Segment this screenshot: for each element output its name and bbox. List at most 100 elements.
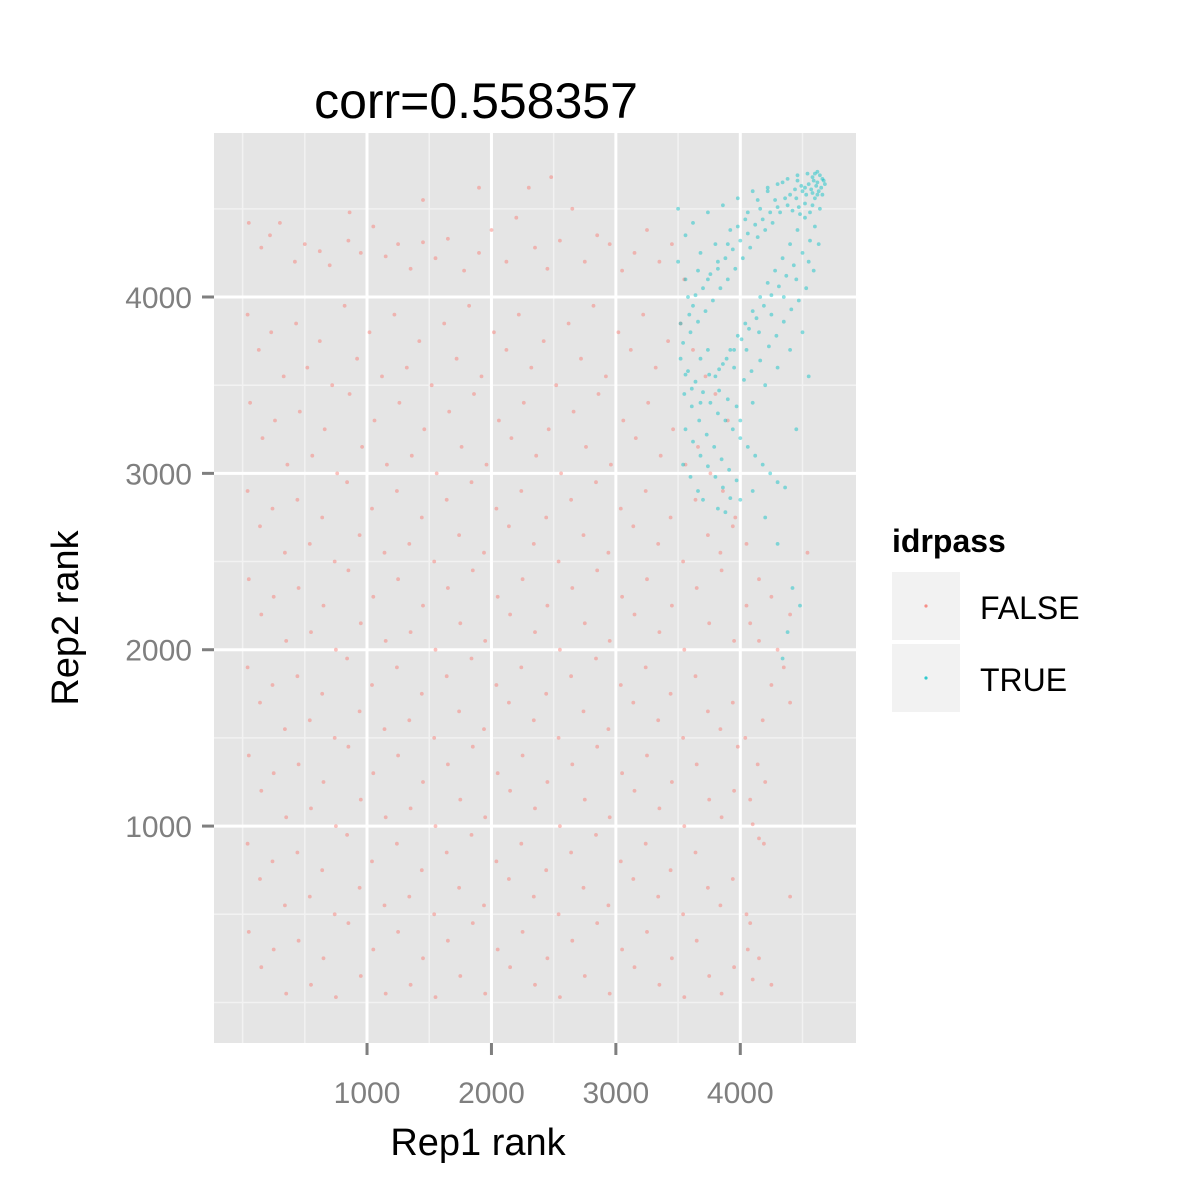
point-true bbox=[676, 259, 680, 264]
point-true bbox=[683, 427, 688, 432]
point-true bbox=[704, 432, 709, 437]
point-true bbox=[696, 489, 700, 493]
point-true bbox=[724, 356, 729, 361]
point-false bbox=[367, 330, 372, 335]
point-true bbox=[698, 356, 703, 361]
point-false bbox=[745, 947, 750, 952]
point-false bbox=[284, 639, 289, 643]
point-false bbox=[484, 462, 489, 467]
point-true bbox=[713, 475, 718, 479]
chart-title: corr=0.558357 bbox=[314, 73, 638, 129]
point-true bbox=[748, 245, 753, 250]
point-false bbox=[246, 753, 251, 758]
point-false bbox=[558, 995, 562, 999]
point-true bbox=[798, 212, 802, 217]
point-true bbox=[775, 542, 780, 546]
point-false bbox=[595, 744, 600, 749]
point-false bbox=[407, 542, 412, 546]
point-true bbox=[696, 268, 700, 273]
point-true bbox=[780, 256, 785, 261]
point-false bbox=[454, 356, 459, 361]
point-true bbox=[788, 348, 792, 352]
point-true bbox=[815, 180, 820, 185]
point-false bbox=[693, 497, 698, 502]
point-false bbox=[494, 683, 499, 687]
point-false bbox=[432, 559, 437, 564]
point-false bbox=[581, 533, 586, 537]
point-false bbox=[285, 462, 290, 467]
point-false bbox=[566, 321, 571, 326]
point-false bbox=[533, 806, 537, 811]
x-axis: 1000 2000 3000 4000 bbox=[334, 1043, 774, 1110]
x-tick-label: 2000 bbox=[458, 1077, 525, 1110]
point-true bbox=[758, 358, 763, 363]
point-true bbox=[775, 182, 780, 187]
point-false bbox=[270, 683, 275, 687]
point-true bbox=[798, 603, 802, 608]
point-true bbox=[781, 295, 786, 299]
point-false bbox=[358, 974, 363, 978]
point-false bbox=[707, 974, 712, 978]
point-false bbox=[494, 506, 499, 511]
point-false bbox=[571, 409, 576, 414]
point-false bbox=[730, 877, 735, 881]
point-false bbox=[732, 965, 736, 970]
point-false bbox=[332, 559, 337, 564]
point-true bbox=[678, 321, 683, 326]
point-true bbox=[716, 259, 720, 264]
point-false bbox=[733, 515, 738, 520]
point-true bbox=[803, 201, 807, 206]
point-true bbox=[716, 266, 720, 271]
point-true bbox=[681, 462, 685, 467]
point-false bbox=[788, 700, 792, 705]
point-false bbox=[721, 489, 725, 493]
point-true bbox=[763, 515, 768, 520]
point-false bbox=[408, 982, 413, 987]
point-false bbox=[769, 594, 774, 599]
point-true bbox=[795, 173, 800, 178]
point-false bbox=[462, 268, 466, 273]
point-true bbox=[773, 268, 777, 273]
point-false bbox=[657, 259, 662, 264]
point-false bbox=[718, 903, 723, 908]
point-true bbox=[775, 480, 780, 485]
point-false bbox=[744, 603, 749, 608]
point-false bbox=[643, 841, 648, 846]
point-false bbox=[508, 965, 512, 970]
point-false bbox=[421, 603, 425, 608]
point-true bbox=[734, 404, 739, 409]
point-false bbox=[477, 185, 481, 190]
point-false bbox=[519, 665, 524, 670]
point-false bbox=[396, 753, 400, 758]
point-false bbox=[459, 445, 464, 449]
point-true bbox=[770, 221, 775, 225]
point-false bbox=[458, 797, 463, 802]
point-false bbox=[788, 612, 792, 617]
point-false bbox=[495, 594, 500, 599]
point-false bbox=[372, 418, 377, 423]
point-false bbox=[258, 700, 262, 705]
point-false bbox=[295, 674, 300, 679]
point-true bbox=[816, 189, 821, 194]
legend-symbol-true bbox=[924, 676, 928, 680]
point-true bbox=[750, 400, 755, 405]
point-false bbox=[295, 497, 300, 502]
point-false bbox=[320, 515, 325, 520]
point-false bbox=[696, 445, 700, 449]
point-false bbox=[432, 912, 437, 917]
point-false bbox=[693, 674, 698, 679]
point-false bbox=[582, 797, 587, 802]
point-true bbox=[716, 506, 720, 511]
point-true bbox=[757, 330, 761, 335]
point-true bbox=[804, 192, 809, 197]
point-false bbox=[457, 533, 461, 537]
point-false bbox=[419, 515, 424, 520]
point-true bbox=[719, 457, 724, 462]
point-false bbox=[307, 718, 312, 723]
point-false bbox=[434, 471, 439, 476]
point-true bbox=[733, 266, 738, 271]
point-true bbox=[683, 277, 688, 282]
point-true bbox=[796, 205, 801, 210]
